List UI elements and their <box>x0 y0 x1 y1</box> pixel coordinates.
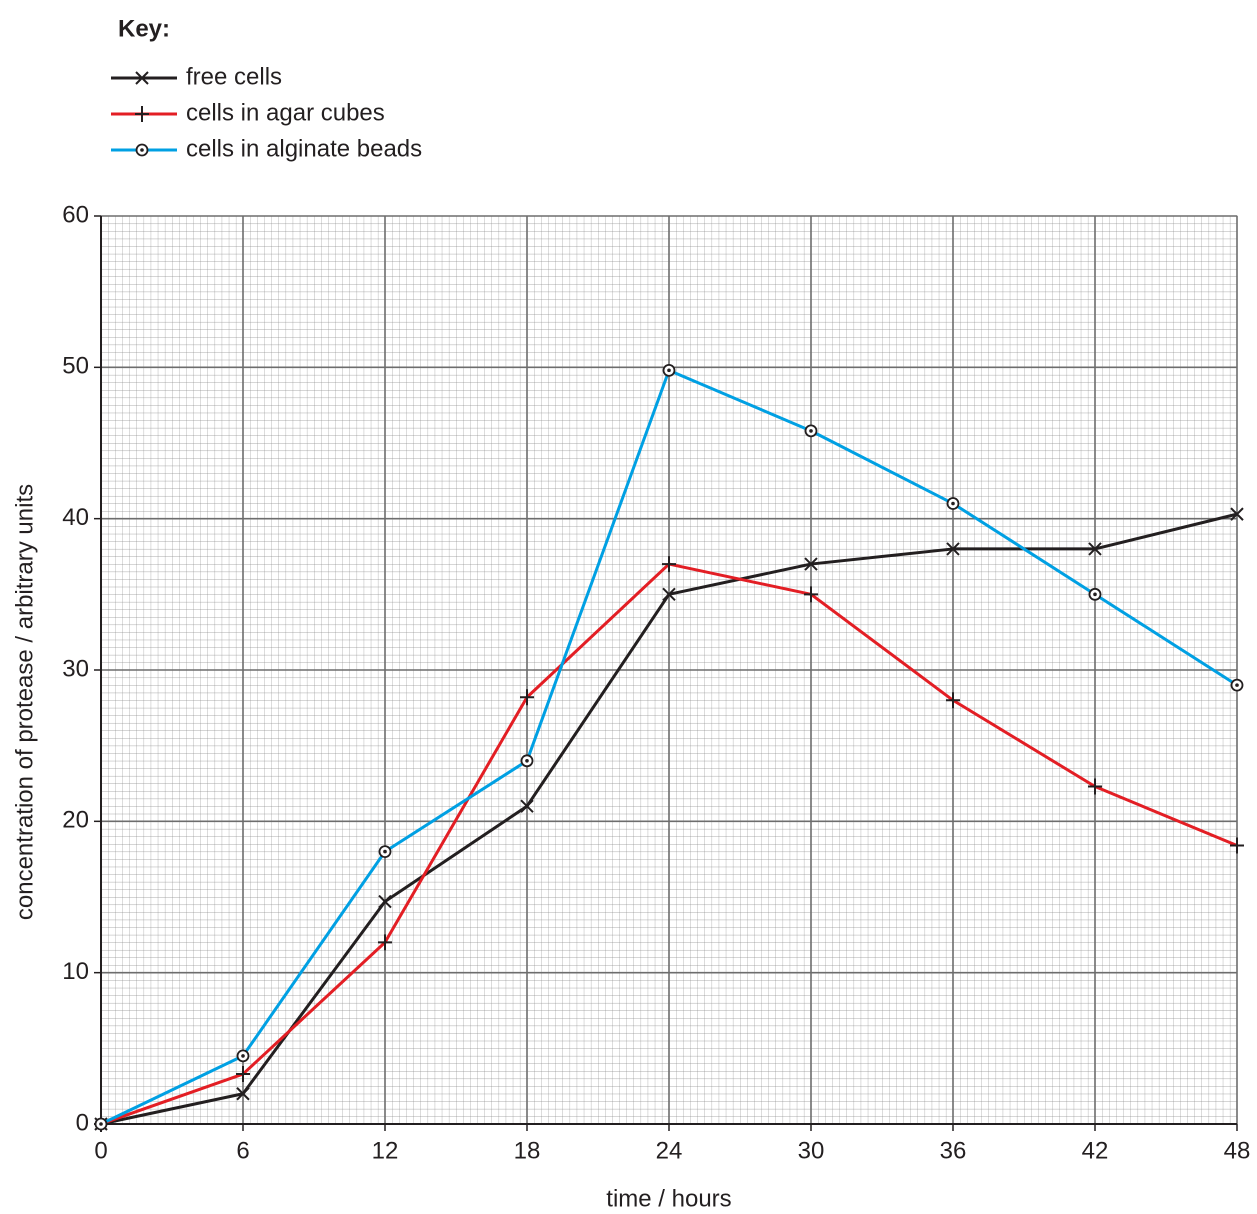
marker <box>378 845 392 858</box>
x-tick-label: 6 <box>236 1137 249 1164</box>
x-tick-label: 18 <box>514 1137 541 1164</box>
marker <box>946 692 960 709</box>
legend-label: cells in alginate beads <box>186 135 422 162</box>
legend-marker <box>135 71 149 85</box>
x-tick-label: 42 <box>1082 1137 1109 1164</box>
marker <box>236 1049 250 1063</box>
y-tick-label: 60 <box>62 201 89 228</box>
marker <box>662 556 676 573</box>
marker <box>94 1117 108 1131</box>
legend-marker <box>135 106 149 122</box>
marker <box>946 497 960 510</box>
legend-label: cells in agar cubes <box>186 99 385 126</box>
marker <box>378 934 392 951</box>
legend-title: Key: <box>118 15 170 42</box>
marker <box>1088 587 1102 601</box>
marker <box>236 1066 250 1083</box>
marker <box>804 557 818 571</box>
marker <box>662 587 676 602</box>
marker <box>378 894 392 909</box>
x-tick-label: 24 <box>656 1137 683 1164</box>
x-tick-label: 30 <box>798 1137 825 1164</box>
marker <box>236 1087 250 1101</box>
x-tick-label: 36 <box>940 1137 967 1164</box>
legend-marker <box>135 143 149 157</box>
y-tick-label: 0 <box>76 1109 89 1136</box>
x-tick-label: 0 <box>94 1137 107 1164</box>
marker <box>662 363 676 377</box>
marker <box>520 689 534 706</box>
y-tick-label: 30 <box>62 655 89 682</box>
y-tick-label: 40 <box>62 504 89 531</box>
marker <box>1230 678 1244 692</box>
marker <box>1230 507 1244 521</box>
marker <box>520 754 534 768</box>
x-tick-label: 12 <box>372 1137 399 1164</box>
marker <box>520 799 534 813</box>
x-tick-label: 48 <box>1224 1137 1251 1164</box>
marker <box>1230 837 1244 854</box>
y-tick-label: 50 <box>62 353 89 380</box>
y-tick-label: 20 <box>62 807 89 834</box>
legend-label: free cells <box>186 63 282 90</box>
marker <box>946 542 960 556</box>
marker <box>804 424 818 438</box>
marker <box>1088 778 1102 795</box>
y-axis-label: concentration of protease / arbitrary un… <box>11 484 38 920</box>
marker <box>804 586 818 603</box>
x-axis-label: time / hours <box>606 1185 731 1212</box>
marker <box>1088 542 1102 556</box>
y-tick-label: 10 <box>62 958 89 985</box>
